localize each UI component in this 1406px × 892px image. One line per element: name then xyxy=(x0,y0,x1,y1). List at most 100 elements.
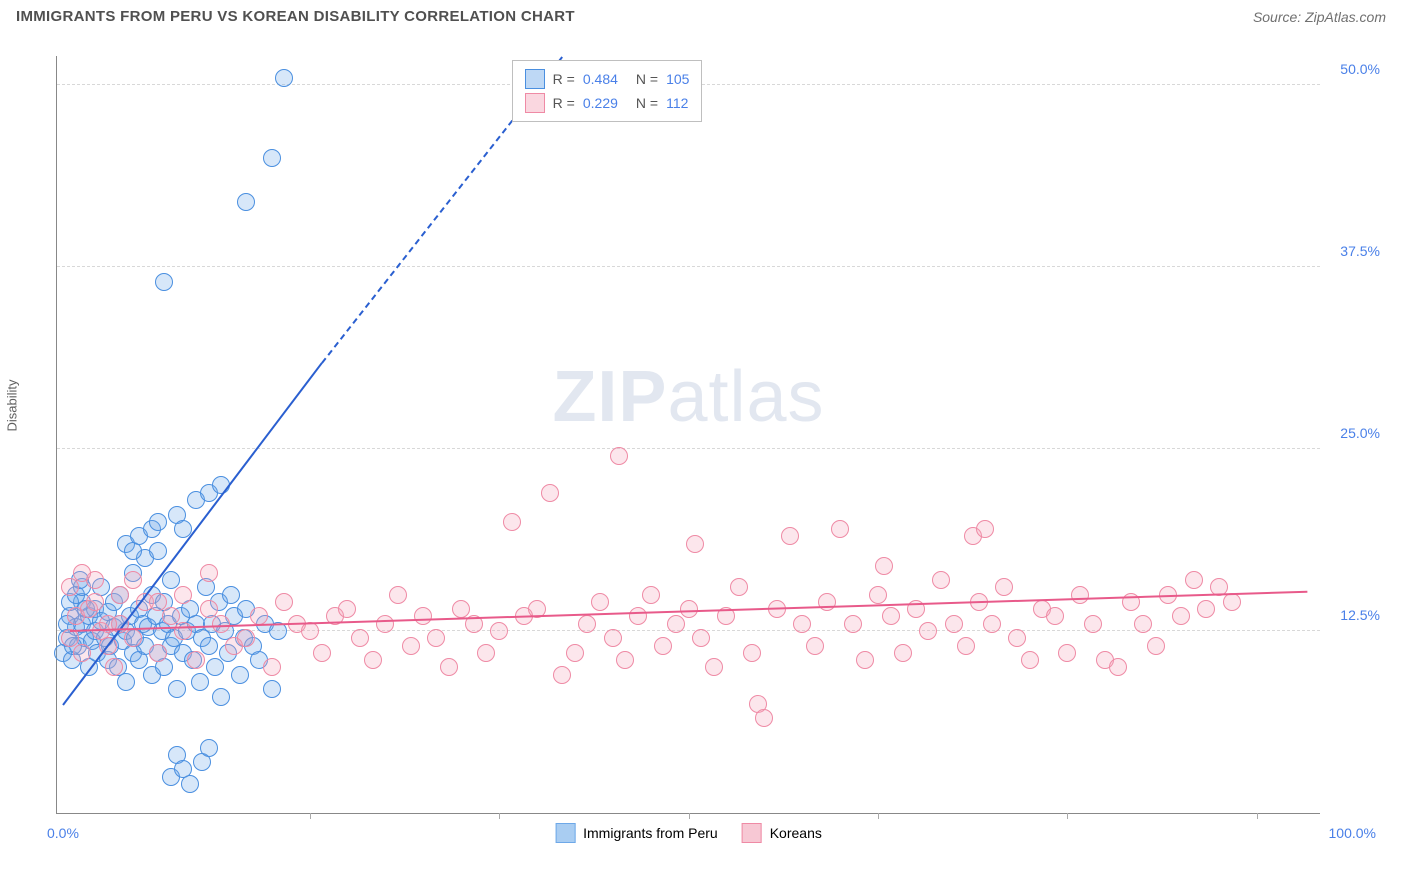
data-point xyxy=(301,622,319,640)
data-point xyxy=(781,527,799,545)
data-point xyxy=(162,607,180,625)
data-point xyxy=(200,637,218,655)
data-point xyxy=(730,578,748,596)
data-point xyxy=(976,520,994,538)
data-point xyxy=(168,680,186,698)
data-point xyxy=(200,564,218,582)
legend-swatch xyxy=(742,823,762,843)
data-point xyxy=(117,673,135,691)
data-point xyxy=(957,637,975,655)
data-point xyxy=(187,651,205,669)
data-point xyxy=(200,739,218,757)
data-point xyxy=(755,709,773,727)
data-point xyxy=(869,586,887,604)
legend-r-label: R = xyxy=(553,71,575,87)
chart-container: Disability ZIPatlas 12.5%25.0%37.5%50.0%… xyxy=(16,40,1390,860)
data-point xyxy=(1058,644,1076,662)
data-point xyxy=(894,644,912,662)
data-point xyxy=(616,651,634,669)
data-point xyxy=(237,629,255,647)
data-point xyxy=(1197,600,1215,618)
gridline xyxy=(57,266,1320,267)
data-point xyxy=(237,193,255,211)
data-point xyxy=(477,644,495,662)
data-point xyxy=(212,615,230,633)
data-point xyxy=(1008,629,1026,647)
data-point xyxy=(191,673,209,691)
data-point xyxy=(124,571,142,589)
data-point xyxy=(591,593,609,611)
data-point xyxy=(793,615,811,633)
legend-swatch xyxy=(555,823,575,843)
data-point xyxy=(553,666,571,684)
x-label-max: 100.0% xyxy=(1329,825,1376,841)
data-point xyxy=(856,651,874,669)
data-point xyxy=(995,578,1013,596)
watermark: ZIPatlas xyxy=(552,356,824,438)
data-point xyxy=(181,775,199,793)
data-point xyxy=(604,629,622,647)
data-point xyxy=(212,688,230,706)
data-point xyxy=(105,658,123,676)
y-tick-label: 50.0% xyxy=(1340,61,1380,77)
source-label: Source: ZipAtlas.com xyxy=(1253,9,1386,25)
data-point xyxy=(1134,615,1152,633)
data-point xyxy=(1109,658,1127,676)
x-tick xyxy=(1257,813,1258,819)
data-point xyxy=(402,637,420,655)
x-label-min: 0.0% xyxy=(47,825,79,841)
legend-r-value: 0.229 xyxy=(583,95,618,111)
y-tick-label: 37.5% xyxy=(1340,243,1380,259)
data-point xyxy=(875,557,893,575)
stats-legend-row: R = 0.484N = 105 xyxy=(525,67,690,91)
x-tick xyxy=(310,813,311,819)
data-point xyxy=(578,615,596,633)
data-point xyxy=(1172,607,1190,625)
series-legend-label: Koreans xyxy=(770,825,822,841)
data-point xyxy=(932,571,950,589)
data-point xyxy=(629,607,647,625)
data-point xyxy=(705,658,723,676)
y-tick-label: 12.5% xyxy=(1340,607,1380,623)
data-point xyxy=(743,644,761,662)
series-legend-item: Immigrants from Peru xyxy=(555,823,718,843)
data-point xyxy=(86,593,104,611)
plot-area: ZIPatlas 12.5%25.0%37.5%50.0%0.0%100.0%R… xyxy=(56,56,1320,814)
stats-legend-row: R = 0.229 N = 112 xyxy=(525,91,690,115)
data-point xyxy=(313,644,331,662)
data-point xyxy=(1185,571,1203,589)
data-point xyxy=(566,644,584,662)
data-point xyxy=(111,586,129,604)
data-point xyxy=(844,615,862,633)
legend-n-value: 112 xyxy=(666,95,688,111)
data-point xyxy=(1071,586,1089,604)
x-tick xyxy=(878,813,879,819)
data-point xyxy=(1147,637,1165,655)
data-point xyxy=(263,149,281,167)
data-point xyxy=(275,593,293,611)
data-point xyxy=(149,513,167,531)
data-point xyxy=(73,564,91,582)
legend-n-value: 105 xyxy=(666,71,689,87)
legend-r-label: R = xyxy=(553,95,575,111)
data-point xyxy=(414,607,432,625)
data-point xyxy=(1084,615,1102,633)
data-point xyxy=(1046,607,1064,625)
data-point xyxy=(61,578,79,596)
data-point xyxy=(642,586,660,604)
data-point xyxy=(376,615,394,633)
data-point xyxy=(818,593,836,611)
legend-n-label: N = xyxy=(636,95,658,111)
data-point xyxy=(206,658,224,676)
data-point xyxy=(490,622,508,640)
legend-n-label: N = xyxy=(636,71,658,87)
data-point xyxy=(919,622,937,640)
data-point xyxy=(222,586,240,604)
data-point xyxy=(983,615,1001,633)
data-point xyxy=(692,629,710,647)
data-point xyxy=(610,447,628,465)
data-point xyxy=(364,651,382,669)
x-tick xyxy=(1067,813,1068,819)
stats-legend: R = 0.484N = 105R = 0.229N = 112 xyxy=(512,60,703,122)
legend-swatch xyxy=(525,69,545,89)
